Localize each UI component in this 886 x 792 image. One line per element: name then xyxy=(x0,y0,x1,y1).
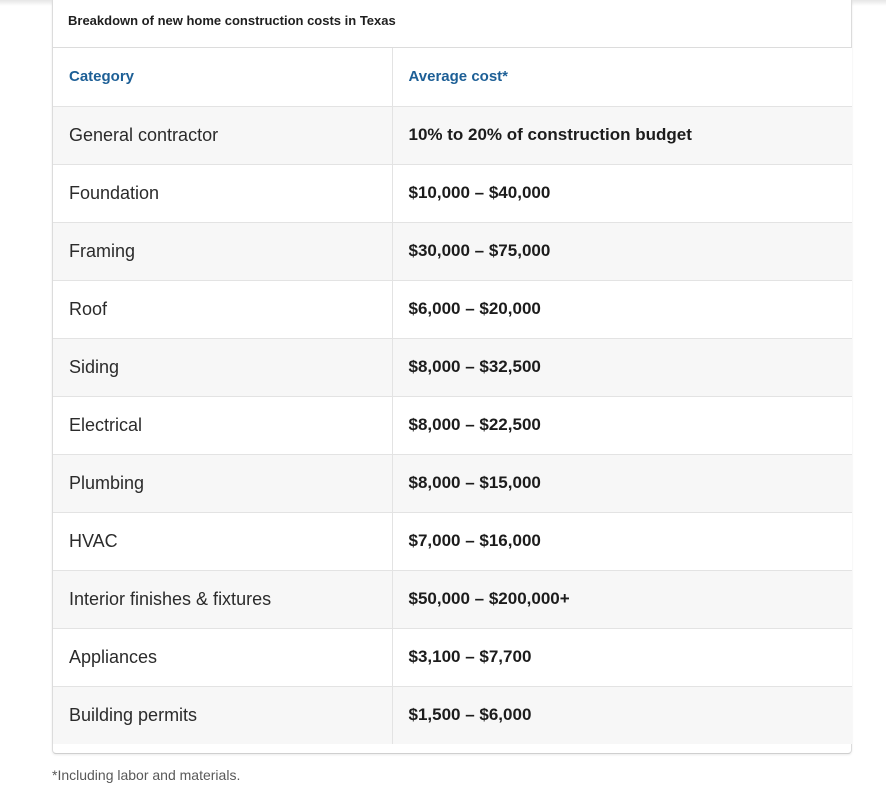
category-cell: Framing xyxy=(53,222,392,281)
category-cell: Foundation xyxy=(53,164,392,223)
cost-table: Category Average cost* General contracto… xyxy=(53,48,852,744)
table-row: Plumbing $8,000 – $15,000 xyxy=(53,454,852,513)
cost-cell: $8,000 – $32,500 xyxy=(391,338,852,397)
footnote: *Including labor and materials. xyxy=(52,767,241,783)
column-header-category: Category xyxy=(53,48,392,107)
table-row: Appliances $3,100 – $7,700 xyxy=(53,628,852,687)
table-header-row: Category Average cost* xyxy=(53,48,852,107)
table-caption: Breakdown of new home construction costs… xyxy=(68,13,396,28)
category-cell: Roof xyxy=(53,280,392,339)
cost-cell: $30,000 – $75,000 xyxy=(391,222,852,281)
category-cell: Building permits xyxy=(53,686,392,744)
table-row: Interior finishes & fixtures $50,000 – $… xyxy=(53,570,852,629)
table-row: Foundation $10,000 – $40,000 xyxy=(53,164,852,223)
category-cell: Siding xyxy=(53,338,392,397)
column-header-average-cost: Average cost* xyxy=(391,48,852,107)
category-cell: Electrical xyxy=(53,396,392,455)
cost-cell: $8,000 – $22,500 xyxy=(391,396,852,455)
cost-cell: $6,000 – $20,000 xyxy=(391,280,852,339)
table-row: Siding $8,000 – $32,500 xyxy=(53,338,852,397)
cost-table-card: Breakdown of new home construction costs… xyxy=(52,0,852,754)
cost-cell: $3,100 – $7,700 xyxy=(391,628,852,687)
cost-cell: $7,000 – $16,000 xyxy=(391,512,852,571)
category-cell: Appliances xyxy=(53,628,392,687)
table-row: HVAC $7,000 – $16,000 xyxy=(53,512,852,571)
cost-cell: $10,000 – $40,000 xyxy=(391,164,852,223)
cost-cell: $8,000 – $15,000 xyxy=(391,454,852,513)
category-cell: Interior finishes & fixtures xyxy=(53,570,392,629)
table-row: General contractor 10% to 20% of constru… xyxy=(53,106,852,165)
caption-divider xyxy=(53,47,851,48)
table-row: Roof $6,000 – $20,000 xyxy=(53,280,852,339)
cost-cell: $50,000 – $200,000+ xyxy=(391,570,852,629)
category-cell: General contractor xyxy=(53,106,392,165)
cost-cell: 10% to 20% of construction budget xyxy=(391,106,852,165)
table-row: Building permits $1,500 – $6,000 xyxy=(53,686,852,744)
category-cell: Plumbing xyxy=(53,454,392,513)
table-row: Framing $30,000 – $75,000 xyxy=(53,222,852,281)
cost-cell: $1,500 – $6,000 xyxy=(391,686,852,744)
table-row: Electrical $8,000 – $22,500 xyxy=(53,396,852,455)
category-cell: HVAC xyxy=(53,512,392,571)
